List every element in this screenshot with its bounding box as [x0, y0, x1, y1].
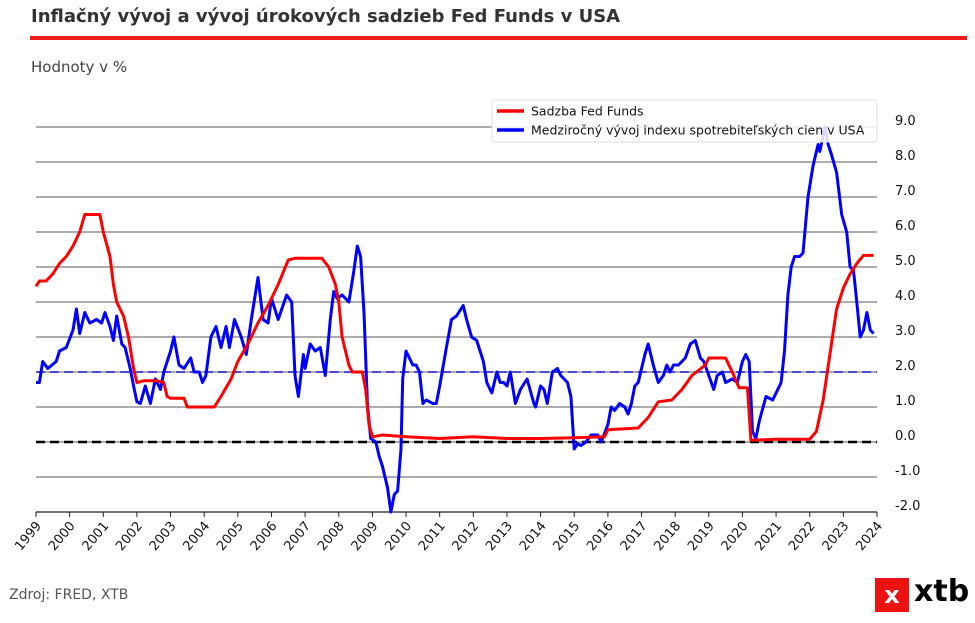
- x-tick-label: 2014: [517, 519, 550, 554]
- x-tick-label: 2011: [416, 519, 449, 554]
- y-tick-label: 4.0: [895, 289, 916, 304]
- x-tick-label: 2023: [820, 519, 853, 554]
- x-tick-label: 2008: [315, 519, 348, 554]
- legend-box: [491, 99, 878, 143]
- x-tick-label: 2004: [181, 519, 214, 554]
- x-tick-label: 2000: [46, 519, 79, 554]
- x-tick-label: 2017: [618, 519, 651, 554]
- x-tick-label: 2001: [80, 519, 113, 554]
- chart-title: Inflačný vývoj a vývoj úrokových sadzieb…: [31, 6, 621, 27]
- x-tick-label: 2002: [113, 519, 146, 554]
- series-line-1: [36, 125, 875, 514]
- x-tick-label: 2016: [584, 519, 617, 554]
- x-tick-label: 2010: [382, 519, 415, 554]
- y-tick-label: 7.0: [895, 184, 916, 199]
- y-tick-label: 5.0: [895, 254, 916, 269]
- x-tick-label: 2021: [752, 519, 785, 554]
- y-tick-label: 8.0: [895, 149, 916, 164]
- y-tick-label: 1.0: [895, 394, 916, 409]
- x-tick-label: 2013: [483, 519, 516, 554]
- y-tick-label: 6.0: [895, 219, 916, 234]
- y-tick-label: -2.0: [895, 499, 920, 514]
- x-tick-label: 2022: [786, 519, 819, 554]
- x-tick-label: 2024: [853, 519, 886, 554]
- chart-subtitle: Hodnoty v %: [31, 58, 128, 76]
- x-tick-label: 2015: [551, 519, 584, 554]
- y-tick-label: -1.0: [895, 464, 920, 479]
- title-divider: [30, 36, 967, 40]
- xtb-logo-mark: x: [875, 578, 909, 612]
- legend-label: Medziročný vývoj indexu spotrebiteľských…: [531, 123, 865, 138]
- x-tick-label: 2005: [214, 519, 247, 554]
- y-tick-label: 0.0: [895, 429, 916, 444]
- source-note: Zdroj: FRED, XTB: [9, 587, 129, 603]
- x-tick-label: 2003: [147, 519, 180, 554]
- x-tick-label: 2019: [685, 519, 718, 554]
- x-tick-label: 2007: [281, 519, 314, 554]
- xtb-logo-text: xtb: [914, 574, 970, 609]
- x-tick-label: 2006: [248, 519, 281, 554]
- x-tick-label: 2012: [450, 519, 483, 554]
- y-tick-label: 3.0: [895, 324, 916, 339]
- series-line-0: [34, 213, 874, 442]
- legend: Sadzba Fed Funds Medziročný vývoj indexu …: [491, 99, 878, 143]
- x-tick-label: 1999: [12, 519, 45, 554]
- x-tick-label: 2009: [349, 519, 382, 554]
- legend-label: Sadzba Fed Funds: [531, 104, 644, 119]
- y-tick-label: 2.0: [895, 359, 916, 374]
- y-tick-label: 9.0: [895, 114, 916, 129]
- x-tick-label: 2018: [651, 519, 684, 554]
- x-tick-label: 2020: [719, 519, 752, 554]
